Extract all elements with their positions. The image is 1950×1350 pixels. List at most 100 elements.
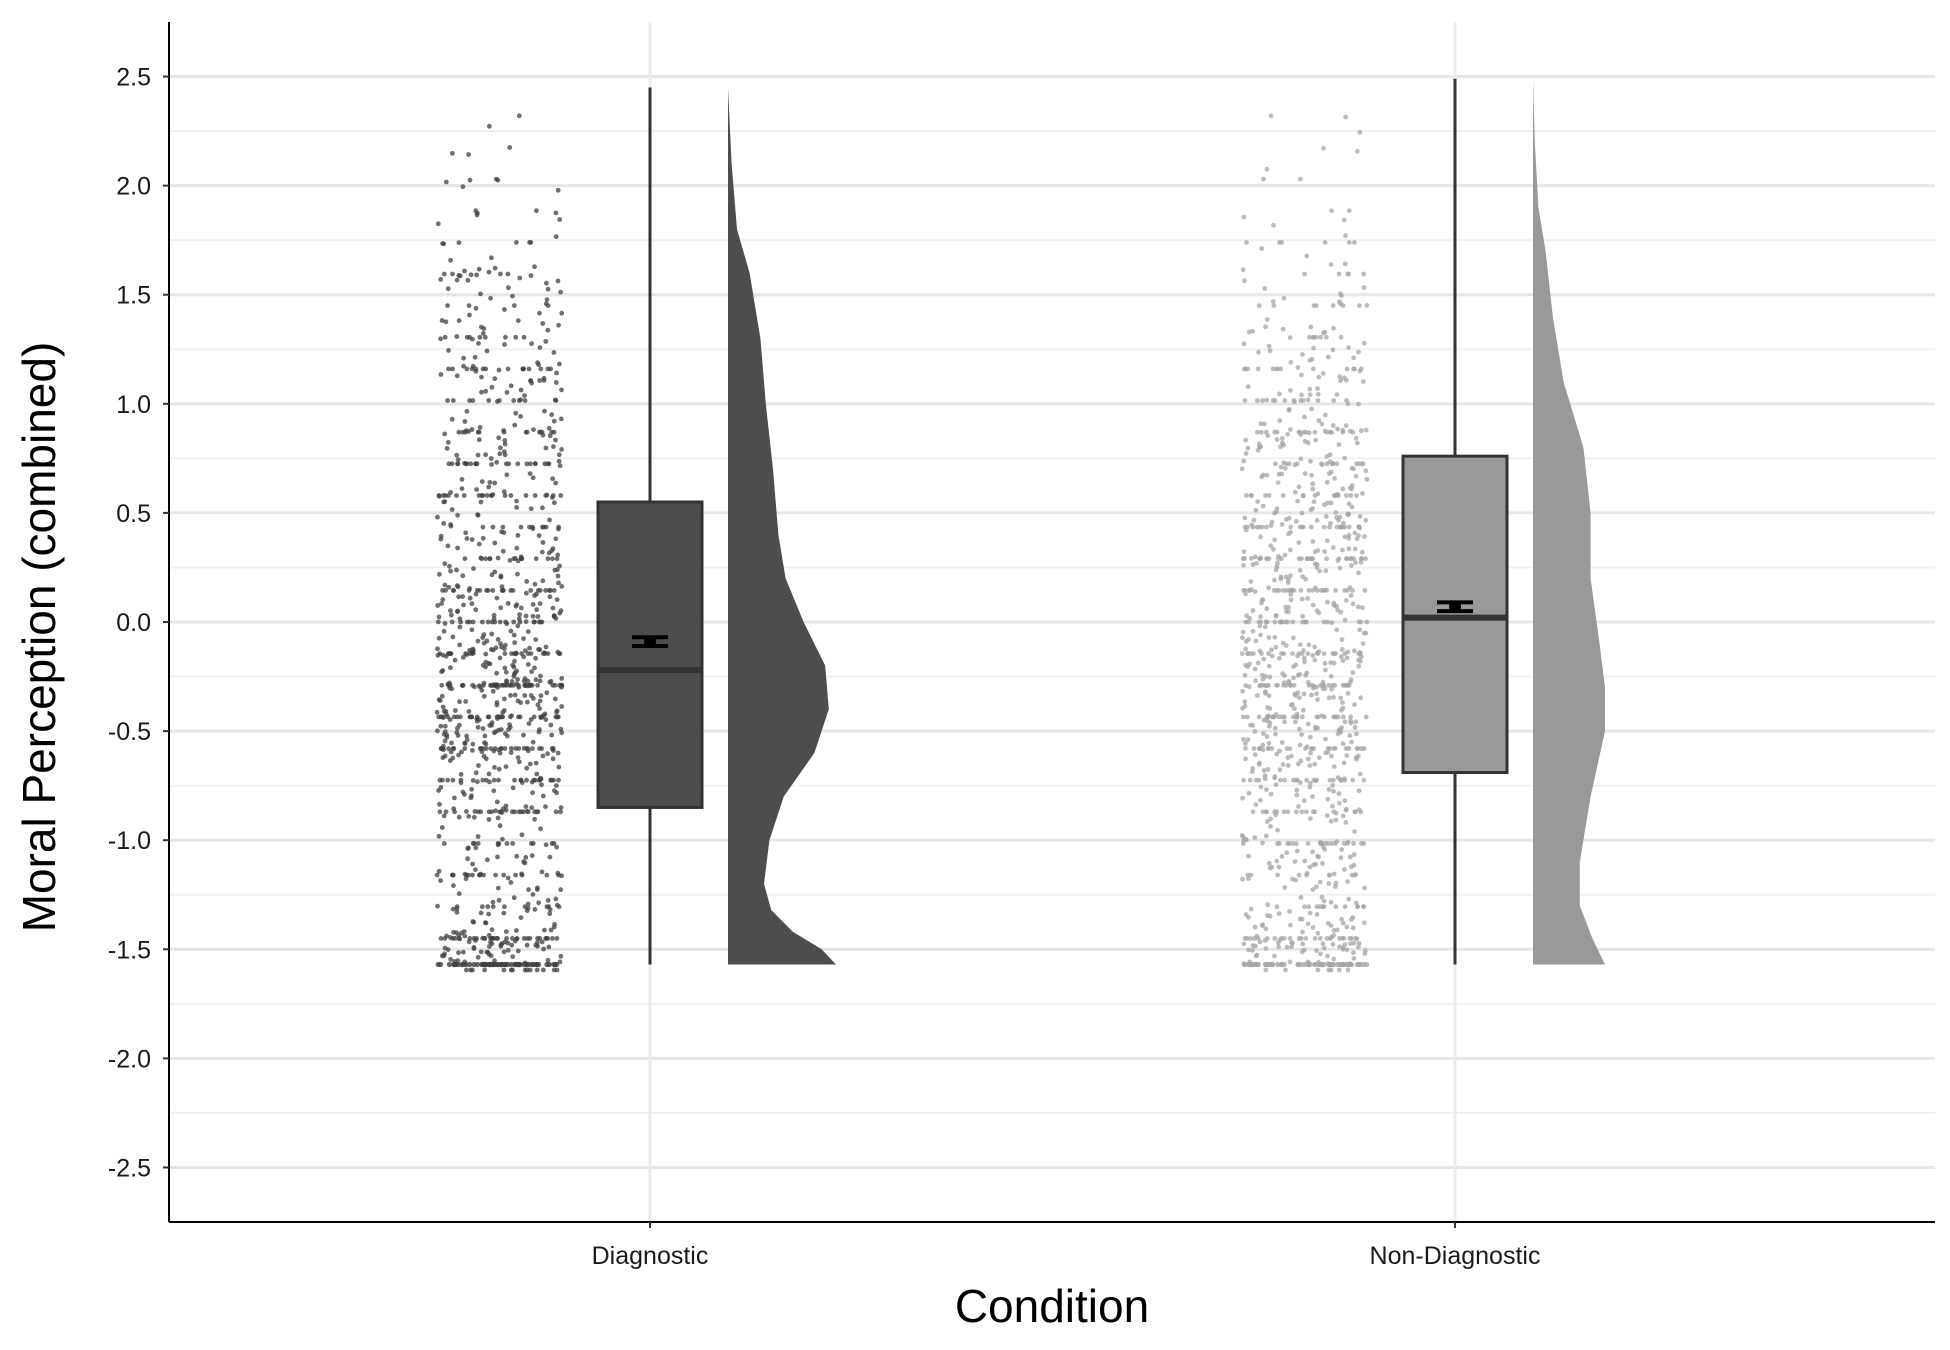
data-point [1273,731,1278,737]
data-point [526,887,531,893]
data-point [1331,325,1336,331]
data-point [1247,661,1252,667]
data-point [1281,442,1286,448]
data-point [1327,452,1333,458]
data-point [446,584,452,590]
data-point [441,953,447,959]
data-point [533,637,539,642]
data-point [526,721,532,726]
data-point [514,936,520,942]
data-point [542,711,548,717]
data-point [540,505,545,511]
data-point [551,614,557,620]
data-point [552,788,557,793]
data-point [1305,756,1311,762]
data-point [1257,556,1262,562]
data-point [498,271,503,277]
data-point [434,872,440,878]
data-point [484,588,489,593]
data-point [522,398,528,403]
data-point [1306,642,1312,648]
data-point [1315,398,1321,403]
data-point [483,651,489,657]
data-point [1355,944,1361,950]
data-point [1305,679,1311,685]
data-point [1321,651,1327,656]
data-point [1299,596,1305,602]
data-point [1307,816,1313,821]
data-point [476,683,482,689]
data-point [1314,912,1320,917]
data-point [549,429,555,435]
data-point [1344,556,1350,562]
box-iqr [596,500,704,809]
data-point [443,709,449,714]
data-point [1283,682,1289,688]
data-point [497,451,503,457]
data-point [436,635,442,641]
data-point [535,614,541,619]
data-point [1286,609,1291,615]
data-point [1288,597,1294,603]
data-point [1291,682,1297,688]
data-point [483,452,488,458]
data-point [1279,740,1285,745]
data-point [1280,493,1286,498]
data-point [496,367,502,373]
data-point [1255,429,1260,435]
data-point [1353,560,1358,565]
data-point [529,779,535,785]
data-point [532,619,537,625]
data-point [1363,556,1368,562]
data-point [1241,341,1247,347]
data-point [1294,792,1300,798]
data-point [514,853,520,859]
data-point [1275,841,1280,846]
data-point [1301,798,1307,804]
data-point [529,841,534,846]
data-point [545,751,550,757]
data-point [1307,910,1313,916]
data-point [1309,472,1314,478]
data-point [1302,904,1307,910]
data-point [489,631,495,637]
data-point [518,554,524,560]
data-point [482,334,488,340]
data-point [1282,714,1287,720]
data-point [446,366,451,372]
data-point [475,779,480,785]
data-point [499,961,505,968]
data-point [1346,208,1352,214]
data-point [1277,767,1283,773]
data-point [1256,714,1262,720]
data-point [1241,549,1247,554]
data-point [1286,407,1292,413]
data-point [525,683,531,689]
data-point [1311,499,1317,505]
data-point [556,777,561,783]
data-point [1329,686,1334,692]
data-point [1295,365,1301,370]
data-point [1246,329,1252,335]
data-point [435,961,441,968]
data-point [484,348,490,354]
data-point [466,813,472,819]
data-point [442,431,448,437]
data-point [1338,378,1343,383]
data-point [450,634,456,640]
data-point [535,588,541,593]
data-point [1296,556,1302,562]
data-point [460,949,466,955]
data-point [448,490,453,495]
data-point [1287,909,1292,914]
data-point [1340,700,1345,705]
data-point [475,954,481,960]
data-point [503,619,508,625]
data-point [494,799,500,805]
data-point [483,388,489,394]
data-point [470,872,475,878]
data-point [492,265,498,271]
data-point [1264,936,1270,941]
data-point [435,728,440,734]
data-point [1255,660,1261,666]
